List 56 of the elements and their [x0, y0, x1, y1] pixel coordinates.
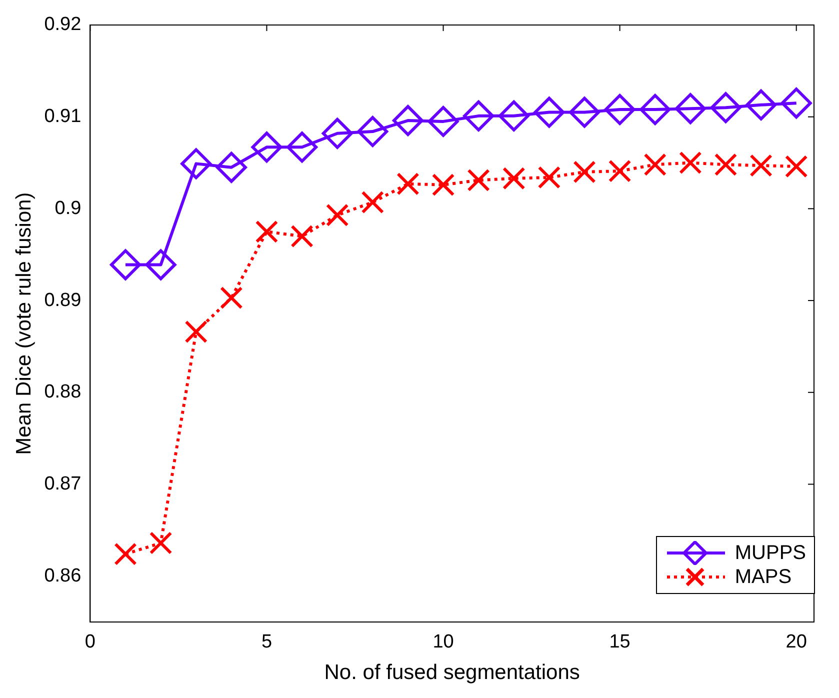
point [286, 132, 318, 163]
x-tick-label: 10 [432, 632, 454, 653]
point [746, 89, 777, 120]
point [784, 155, 808, 178]
point [750, 154, 772, 177]
point [608, 160, 632, 182]
point [216, 152, 247, 183]
y-tick-label: 0.88 [44, 382, 82, 403]
point [251, 132, 282, 163]
point [498, 100, 530, 132]
point [180, 148, 212, 180]
point [640, 94, 671, 125]
point [255, 220, 278, 244]
point [568, 96, 600, 128]
point [432, 173, 455, 196]
point [428, 106, 459, 137]
point [145, 249, 176, 280]
point [220, 286, 243, 310]
point [396, 172, 420, 196]
x-tick-label: 20 [786, 632, 807, 653]
point [467, 168, 490, 192]
x-axis-title: No. of fused segmentations [324, 661, 580, 684]
point [502, 166, 526, 190]
point [644, 153, 667, 176]
point [290, 224, 314, 248]
point [326, 204, 349, 227]
point [674, 93, 706, 124]
point [322, 118, 353, 149]
point [710, 92, 742, 124]
y-tick-label: 0.86 [44, 565, 82, 586]
point [184, 320, 208, 344]
point [534, 96, 565, 128]
point [780, 88, 812, 119]
point [463, 100, 494, 132]
point [357, 116, 388, 148]
point [361, 190, 384, 214]
y-tick-label: 0.9 [54, 198, 82, 219]
point [110, 249, 141, 280]
x-tick-label: 0 [84, 632, 96, 653]
y-tick-label: 0.89 [44, 290, 82, 311]
legend-label: MUPPS [734, 542, 806, 564]
y-tick-label: 0.91 [44, 106, 82, 128]
point [149, 532, 172, 554]
x-tick-label: 15 [609, 632, 630, 653]
point [538, 166, 561, 189]
y-tick-label: 0.87 [44, 473, 82, 494]
point [573, 160, 596, 184]
point [392, 105, 424, 136]
point [604, 94, 636, 125]
point [714, 153, 738, 176]
y-tick-label: 0.92 [44, 14, 82, 36]
point [679, 151, 702, 174]
point [114, 542, 137, 566]
y-axis-title: Mean Dice (vote rule fusion) [12, 192, 36, 455]
legend-label: MAPS [734, 566, 792, 588]
x-tick-label: 5 [261, 632, 272, 653]
